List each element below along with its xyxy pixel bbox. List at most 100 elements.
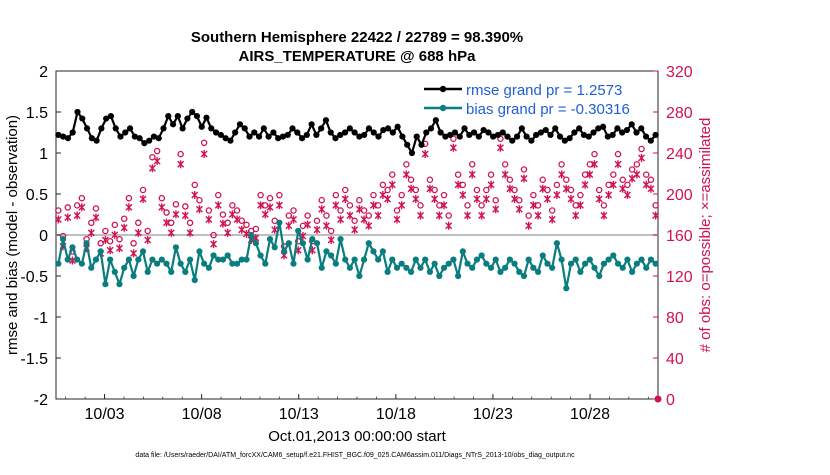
obs-possible-point xyxy=(506,176,514,183)
obs-possible-point xyxy=(88,219,95,227)
rmse-point xyxy=(451,129,459,136)
bias-point xyxy=(149,256,156,263)
rmse-point xyxy=(609,131,616,139)
bias-point xyxy=(393,264,401,271)
rmse-point xyxy=(208,125,215,132)
obs-assimilated-point xyxy=(139,195,147,204)
bias-point xyxy=(469,264,476,271)
rmse-point xyxy=(88,135,95,142)
obs-assimilated-point xyxy=(92,213,100,222)
obs-possible-point xyxy=(149,153,156,161)
rmse-point xyxy=(475,133,482,140)
obs-assimilated-point xyxy=(562,184,570,193)
obs-assimilated-point xyxy=(54,215,62,224)
rmse-point xyxy=(470,129,478,136)
bias-point xyxy=(520,272,528,280)
rmse-point xyxy=(480,126,487,134)
rmse-point xyxy=(384,125,392,132)
bias-point xyxy=(210,252,217,259)
obs-possible-point xyxy=(97,240,104,247)
bias-point xyxy=(567,260,575,267)
obs-assimilated-point xyxy=(534,211,542,220)
obs-possible-point xyxy=(595,186,603,194)
bias-point xyxy=(346,264,354,271)
rmse-point xyxy=(576,125,583,132)
obs-assimilated-point xyxy=(200,149,208,158)
rmse-point xyxy=(193,113,201,120)
rmse-point xyxy=(375,133,382,140)
obs-assimilated-point xyxy=(511,195,519,204)
obs-possible-point xyxy=(624,181,631,189)
obs-assimilated-point xyxy=(181,211,189,220)
chart-subtitle: AIRS_TEMPERATURE @ 688 hPa xyxy=(239,48,477,65)
rmse-point xyxy=(585,133,592,140)
obs-possible-point xyxy=(417,202,424,209)
rmse-point xyxy=(394,123,401,130)
bias-point xyxy=(139,248,147,255)
bias-point xyxy=(422,256,429,263)
rmse-point xyxy=(332,135,339,142)
bias-point xyxy=(459,248,466,255)
obs-assimilated-point xyxy=(421,149,429,158)
obs-possible-point xyxy=(450,135,457,142)
y-left-tick-group: -2 -1.5 -1 -0.5 0 0.5 1 1.5 2 xyxy=(20,64,61,409)
bias-point xyxy=(431,260,438,267)
obs-possible-point xyxy=(356,196,363,204)
rmse-point xyxy=(418,141,425,148)
bias-point xyxy=(516,268,523,275)
bias-point xyxy=(163,260,170,267)
y-left-tick-label: 1.5 xyxy=(26,105,48,122)
rmse-point xyxy=(456,133,463,140)
obs-assimilated-point xyxy=(351,225,359,234)
bias-point xyxy=(647,256,655,263)
obs-assimilated-point xyxy=(313,225,321,234)
rmse-point xyxy=(289,125,296,132)
obs-possible-point xyxy=(323,212,330,219)
bias-point xyxy=(619,264,626,271)
bias-point xyxy=(78,260,85,267)
obs-possible-point xyxy=(586,161,594,168)
obs-assimilated-point xyxy=(101,236,109,245)
bias-point xyxy=(530,264,537,271)
rmse-point xyxy=(623,126,631,134)
obs-assimilated-point xyxy=(647,184,655,193)
obs-possible-point xyxy=(341,186,349,194)
obs-assimilated-point xyxy=(374,211,382,220)
rmse-point xyxy=(112,125,119,132)
obs-possible-point xyxy=(577,191,584,199)
rmse-point xyxy=(494,131,502,139)
obs-possible-point xyxy=(440,191,448,199)
obs-assimilated-point xyxy=(214,201,222,210)
bias-point xyxy=(643,264,650,271)
bias-point xyxy=(154,260,161,267)
bias-point xyxy=(262,260,269,267)
obs-assimilated-point xyxy=(106,246,114,255)
obs-possible-point xyxy=(346,202,354,209)
bias-point xyxy=(652,260,659,267)
rmse-point xyxy=(533,131,540,139)
obs-assimilated-point xyxy=(623,190,631,199)
obs-assimilated-point xyxy=(633,170,641,179)
bias-point xyxy=(215,256,222,263)
bias-point xyxy=(483,260,490,267)
obs-possible-point xyxy=(144,227,151,235)
obs-possible-point xyxy=(290,207,297,214)
y-right-tick-label: 0 xyxy=(666,392,675,409)
obs-assimilated-point xyxy=(449,143,457,152)
bias-point xyxy=(337,236,344,243)
y-right-tick-label: 280 xyxy=(666,105,693,122)
rmse-point xyxy=(279,133,287,140)
bias-series xyxy=(55,219,659,292)
obs-possible-point xyxy=(403,161,410,168)
obs-assimilated-point xyxy=(224,228,232,237)
obs-possible-point xyxy=(652,202,659,209)
obs-possible-point xyxy=(548,207,556,214)
obs-assimilated-point xyxy=(266,203,274,212)
bias-point xyxy=(511,260,518,267)
obs-assimilated-point xyxy=(64,213,72,222)
y-right-tick-label: 40 xyxy=(666,351,684,368)
obs-assimilated-point xyxy=(468,170,476,179)
bias-point xyxy=(224,252,231,259)
bias-point xyxy=(534,268,542,275)
